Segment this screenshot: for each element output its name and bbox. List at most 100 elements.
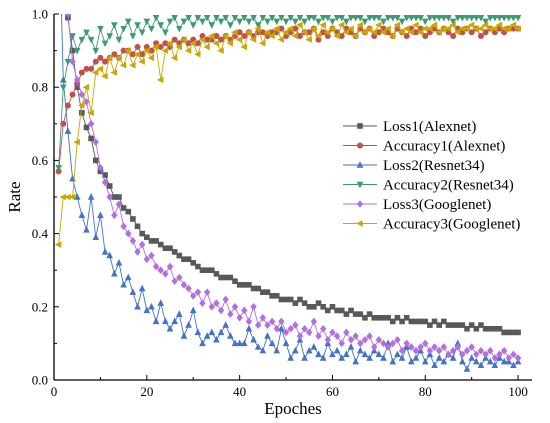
data-point [64,127,72,134]
data-point [347,25,354,32]
legend: Loss1(Alexnet) Accuracy1(Alexnet) Loss2(Re… [343,119,520,233]
data-point [375,14,383,22]
data-point [510,14,517,22]
data-point [356,21,363,29]
data-point [333,32,340,40]
data-point [352,311,359,317]
series-3 [55,14,522,172]
data-point [203,14,211,22]
data-point [398,29,405,36]
data-point [278,25,285,32]
data-point [82,83,90,91]
data-point [133,50,141,58]
data-point [83,29,90,37]
data-point [301,354,308,361]
data-point [176,310,183,317]
data-point [454,339,462,347]
data-point [88,135,94,142]
data-point [203,43,210,51]
x-tick-label: 20 [140,384,153,399]
data-point [343,18,350,26]
axes: 0 20 40 60 80 100 0.0 0.2 0.4 0.6 0.8 1.0 [32,7,532,399]
data-point [468,14,475,22]
data-point [325,307,331,314]
data-point [87,109,94,117]
data-point [416,29,424,36]
data-point [246,282,252,288]
data-point [333,14,341,22]
data-point [193,50,201,58]
data-point [468,354,475,361]
data-point [357,311,364,317]
data-point [314,32,322,40]
data-point [162,29,169,37]
data-point [375,335,383,344]
data-point [102,58,109,65]
data-point [120,205,127,211]
data-point [352,332,359,340]
data-point [504,25,512,32]
data-point [449,18,457,26]
data-point [120,25,127,33]
data-point [500,25,507,32]
data-point [370,29,377,36]
data-point [232,278,238,284]
data-point [338,354,346,361]
data-point [217,47,224,54]
data-point [153,238,159,244]
y-tick-label: 1.0 [32,7,48,22]
data-point [320,304,326,310]
data-point [491,14,499,22]
legend-marker [357,123,363,129]
data-point [306,304,313,310]
data-point [156,76,164,84]
data-point [101,40,109,48]
data-point [139,51,146,58]
data-point [435,354,443,361]
data-point [269,293,275,299]
data-point [263,29,271,36]
data-point [505,354,512,362]
data-point [329,328,336,337]
data-point [74,84,81,90]
data-point [376,314,382,321]
data-point [426,346,434,355]
data-point [413,318,419,325]
series-4 [64,14,522,362]
data-point [59,75,67,83]
data-point [60,120,67,127]
data-point [204,267,210,273]
data-point [399,318,405,325]
data-point [278,14,285,22]
data-point [449,346,457,355]
data-point [426,14,434,22]
data-point [361,18,369,26]
data-point [297,296,303,303]
data-point [111,269,118,277]
data-point [115,54,122,62]
data-point [361,350,369,358]
legend-label: Loss3(Googlenet) [383,197,491,213]
data-point [166,39,173,47]
data-point [54,241,62,248]
data-point [139,230,145,237]
data-point [264,289,271,295]
data-point [180,36,187,43]
data-point [241,306,248,315]
data-point [319,14,327,22]
data-point [408,357,415,365]
data-point [402,25,410,32]
data-point [282,339,290,347]
data-point [380,18,387,26]
data-point [110,69,118,76]
data-point [194,288,202,296]
data-point [463,14,471,22]
data-point [152,14,160,22]
data-point [352,14,359,22]
x-axis-title: Epoches [264,399,322,418]
data-point [115,200,123,209]
data-point [185,284,192,293]
data-point [492,325,498,332]
data-point [218,36,225,43]
data-point [306,328,313,337]
